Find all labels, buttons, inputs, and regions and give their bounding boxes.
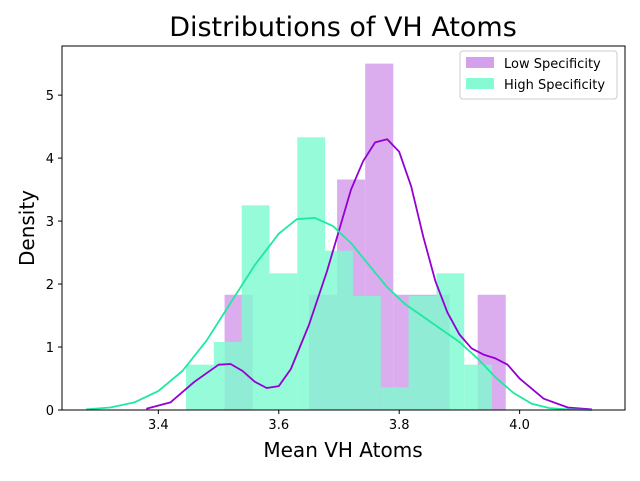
x-tick-label: 3.6 — [268, 418, 289, 433]
histogram-bar — [269, 273, 298, 410]
x-tick-label: 3.8 — [389, 418, 410, 433]
histogram-bar — [325, 250, 353, 410]
legend-box — [459, 50, 618, 100]
axis-layer: 3.4 3.6 3.8 4.0 0 1 2 3 4 5 — [46, 89, 530, 433]
y-tick-label: 4 — [46, 152, 54, 167]
y-tick-label: 0 — [46, 404, 54, 419]
legend-label: Low Specificity — [504, 57, 601, 72]
x-axis-label: Mean VH Atoms — [263, 438, 422, 462]
histogram-bar — [464, 364, 493, 410]
histogram-bar — [408, 296, 437, 410]
x-tick-label: 4.0 — [509, 418, 530, 433]
kde-curve-low — [146, 138, 592, 411]
legend-swatch — [466, 78, 494, 89]
x-tick-label: 3.4 — [148, 418, 169, 433]
plot-frame — [61, 45, 626, 411]
legend-label: High Specificity — [504, 78, 605, 93]
y-tick-label: 3 — [46, 215, 54, 230]
histogram-bar — [380, 387, 409, 410]
histogram-bar — [241, 205, 270, 410]
bars-high — [186, 137, 493, 410]
y-axis-label: Density — [15, 190, 39, 266]
plot-layer — [86, 63, 592, 411]
histogram-bar — [213, 341, 242, 410]
legend: Low Specificity High Specificity — [459, 50, 618, 100]
histogram-bar — [297, 137, 326, 410]
legend-swatch — [466, 57, 494, 68]
kde-curve-high — [86, 217, 592, 411]
histogram-bar — [352, 296, 381, 410]
y-tick-label: 1 — [46, 341, 54, 356]
y-tick-label: 5 — [46, 89, 54, 104]
y-tick-label: 2 — [46, 278, 54, 293]
chart-title: Distributions of VH Atoms — [169, 12, 517, 43]
